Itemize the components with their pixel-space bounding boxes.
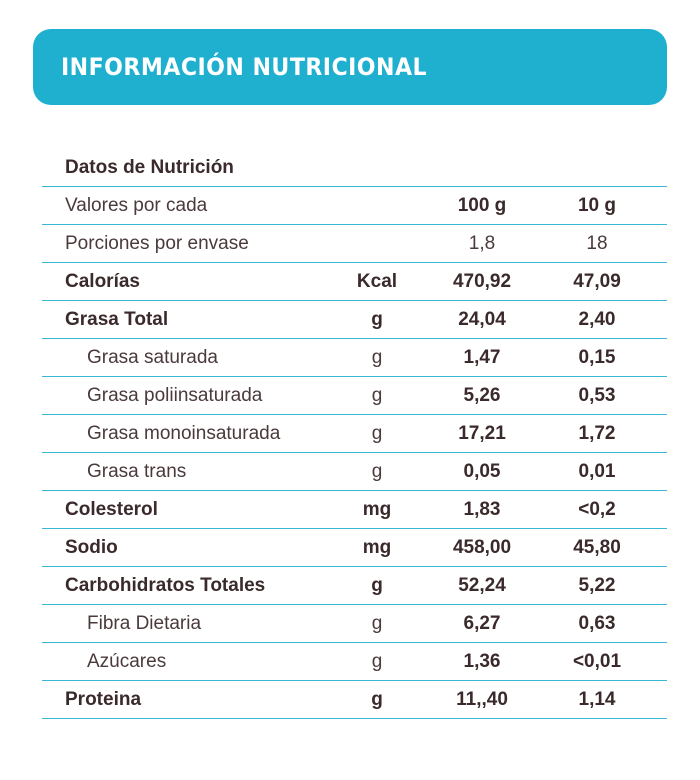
table-row: Grasa monoinsaturada g 17,21 1,72 — [42, 415, 667, 453]
nutrient-unit: mg — [362, 536, 392, 558]
nutrient-label: Grasa Total — [65, 308, 169, 330]
value-per-100g: 52,24 — [458, 574, 506, 596]
nutrient-label: Grasa poliinsaturada — [87, 384, 263, 406]
nutrient-label: Grasa saturada — [87, 346, 218, 368]
table-row: Grasa trans g 0,05 0,01 — [42, 453, 667, 491]
value-per-100g: 1,47 — [463, 346, 501, 368]
nutrient-unit: g — [371, 688, 383, 710]
value-per-100g: 458,00 — [452, 536, 512, 558]
nutrient-unit: g — [371, 384, 383, 406]
table-row: Grasa poliinsaturada g 5,26 0,53 — [42, 377, 667, 415]
value-per-100g: 6,27 — [463, 612, 501, 634]
header-banner: INFORMACIÓN NUTRICIONAL — [33, 29, 667, 105]
banner-title: INFORMACIÓN NUTRICIONAL — [61, 53, 428, 81]
nutrient-unit: Kcal — [356, 270, 398, 292]
value-per-10g: <0,2 — [578, 498, 616, 520]
value-per-100g: 0,05 — [463, 460, 501, 482]
value-per-10g: 0,53 — [578, 384, 616, 406]
table-heading: Datos de Nutrición — [65, 156, 234, 178]
nutrient-unit: g — [371, 460, 383, 482]
value-per-100g: 470,92 — [452, 270, 512, 292]
nutrient-label: Grasa monoinsaturada — [87, 422, 281, 444]
value-per-100g: 17,21 — [458, 422, 506, 444]
nutrient-label: Valores por cada — [65, 194, 208, 216]
value-per-10g: 2,40 — [578, 308, 616, 330]
value-per-10g: 0,63 — [578, 612, 616, 634]
nutrient-unit: g — [371, 574, 383, 596]
table-row: Carbohidratos Totales g 52,24 5,22 — [42, 567, 667, 605]
value-per-10g: 1,14 — [578, 688, 616, 710]
nutrient-unit: g — [371, 612, 383, 634]
value-per-10g: 5,22 — [578, 574, 616, 596]
table-row: Porciones por envase 1,8 18 — [42, 225, 667, 263]
value-per-100g: 1,8 — [468, 232, 496, 254]
table-heading-row: Datos de Nutrición — [42, 149, 667, 187]
value-per-100g: 1,83 — [463, 498, 501, 520]
value-per-10g: 10 g — [577, 194, 617, 216]
value-per-10g: 0,15 — [578, 346, 616, 368]
nutrient-unit: g — [371, 650, 383, 672]
nutrient-label: Azúcares — [87, 650, 167, 672]
value-per-10g: 45,80 — [573, 536, 621, 558]
value-per-10g: 1,72 — [578, 422, 616, 444]
value-per-100g: 24,04 — [458, 308, 506, 330]
table-row: Fibra Dietaria g 6,27 0,63 — [42, 605, 667, 643]
table-row: Sodio mg 458,00 45,80 — [42, 529, 667, 567]
nutrient-label: Grasa trans — [87, 460, 187, 482]
nutrient-unit: g — [371, 422, 383, 444]
nutrient-label: Proteina — [65, 688, 142, 710]
table-body: Valores por cada 100 g 10 g Porciones por e… — [42, 187, 667, 719]
value-per-10g: 47,09 — [573, 270, 621, 292]
nutrient-label: Fibra Dietaria — [87, 612, 202, 634]
table-row: Grasa Total g 24,04 2,40 — [42, 301, 667, 339]
value-per-10g: <0,01 — [572, 650, 622, 672]
nutrition-table: Datos de Nutrición Valores por cada 100 g… — [42, 149, 667, 719]
table-row: Azúcares g 1,36 <0,01 — [42, 643, 667, 681]
nutrient-label: Carbohidratos Totales — [65, 574, 266, 596]
nutrient-unit: g — [371, 308, 383, 330]
nutrient-label: Colesterol — [65, 498, 158, 520]
value-per-10g: 0,01 — [578, 460, 616, 482]
nutrient-label: Porciones por envase — [65, 232, 249, 254]
table-row: Valores por cada 100 g 10 g — [42, 187, 667, 225]
nutrient-label: Calorías — [65, 270, 140, 292]
table-row: Proteina g 11,,40 1,14 — [42, 681, 667, 719]
value-per-100g: 1,36 — [463, 650, 501, 672]
value-per-100g: 100 g — [457, 194, 507, 216]
nutrient-unit: g — [371, 346, 383, 368]
table-row: Grasa saturada g 1,47 0,15 — [42, 339, 667, 377]
table-row: Colesterol mg 1,83 <0,2 — [42, 491, 667, 529]
value-per-100g: 11,,40 — [456, 688, 508, 710]
nutrient-unit: mg — [362, 498, 392, 520]
value-per-10g: 18 — [586, 232, 608, 254]
nutrient-label: Sodio — [65, 536, 118, 558]
value-per-100g: 5,26 — [463, 384, 501, 406]
table-row: Calorías Kcal 470,92 47,09 — [42, 263, 667, 301]
